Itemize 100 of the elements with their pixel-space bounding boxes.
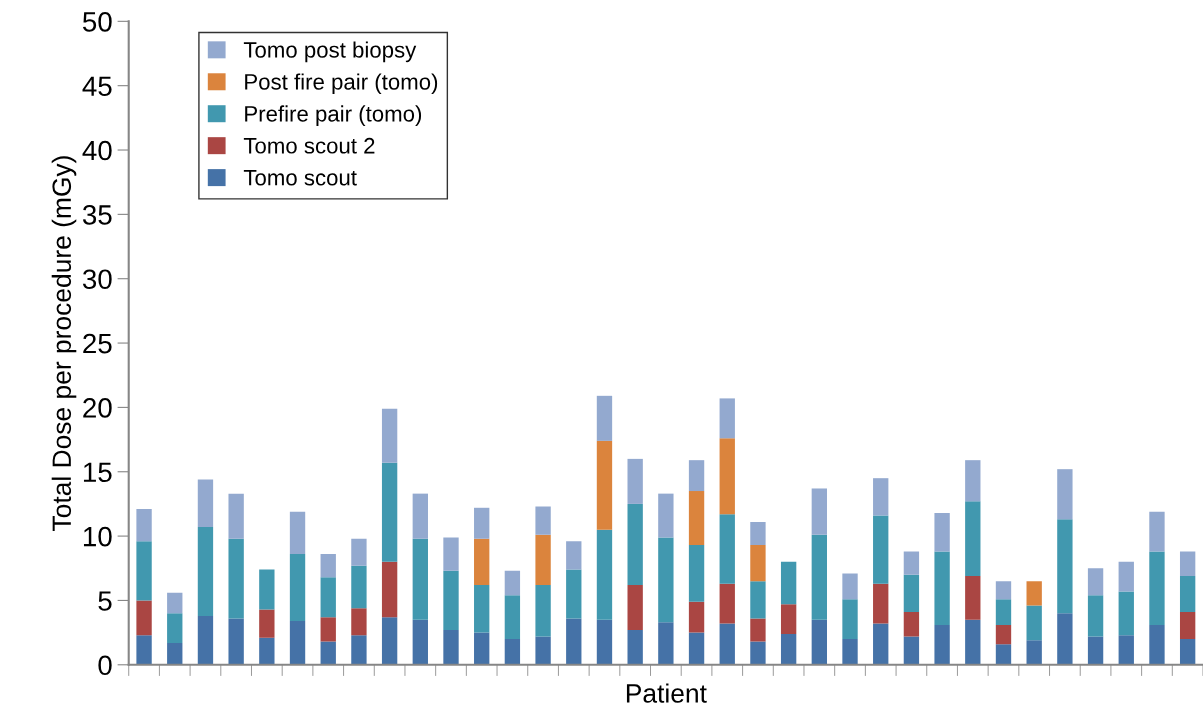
y-tick-label: 20 — [83, 398, 112, 418]
y-tick-label: 15 — [83, 462, 112, 483]
bar — [535, 636, 551, 665]
bar — [1149, 511, 1165, 552]
bar — [811, 534, 827, 620]
bar — [1149, 624, 1165, 665]
legend-label: Tomo post biopsy — [243, 41, 417, 63]
y-axis-title: Total Dose per procedure (mGy) — [51, 156, 77, 531]
bar — [381, 408, 398, 463]
bar — [903, 612, 920, 637]
bar — [351, 565, 367, 609]
bar — [1087, 636, 1104, 665]
y-tick-label: 35 — [82, 205, 112, 225]
bar — [167, 642, 183, 665]
bar — [842, 639, 858, 665]
bar — [688, 491, 705, 546]
bar — [965, 460, 981, 502]
bar — [688, 632, 705, 665]
bar — [504, 570, 521, 596]
bar — [443, 537, 459, 571]
bar — [167, 613, 183, 643]
bar — [995, 599, 1012, 625]
bar — [750, 618, 766, 642]
bar — [1057, 613, 1073, 665]
bar — [1026, 605, 1042, 641]
bar — [197, 479, 214, 528]
bar — [934, 512, 950, 552]
bar — [995, 581, 1012, 600]
legend-label: Prefire pair (tomo) — [245, 105, 422, 127]
bar — [289, 621, 306, 665]
bar — [658, 622, 674, 665]
bar — [596, 529, 613, 620]
bar — [719, 438, 735, 515]
bar — [1087, 595, 1104, 637]
bar — [1179, 612, 1196, 640]
bar — [320, 554, 336, 578]
bar — [412, 619, 428, 665]
bar — [474, 507, 490, 539]
bar — [873, 623, 889, 665]
y-tick-label: 45 — [82, 76, 112, 97]
bar — [1179, 575, 1196, 613]
bar — [228, 538, 244, 619]
bar — [197, 615, 214, 665]
bar — [136, 509, 152, 542]
bar — [351, 635, 367, 665]
bar — [535, 585, 551, 637]
bar — [750, 581, 766, 619]
bar — [566, 541, 582, 570]
bar — [320, 617, 336, 642]
bar — [167, 592, 183, 614]
legend-label: Post fire pair (tomo) — [245, 73, 438, 95]
bar — [1087, 568, 1104, 596]
bar — [627, 585, 643, 631]
bar — [658, 493, 674, 538]
bar — [627, 503, 643, 585]
bar — [228, 493, 244, 539]
bar — [474, 538, 490, 585]
y-tick-label: 30 — [82, 269, 112, 290]
bar — [780, 633, 797, 665]
bar — [719, 583, 735, 624]
bar — [627, 630, 643, 665]
bar — [995, 644, 1012, 665]
bar — [719, 514, 735, 584]
bar — [965, 575, 981, 620]
bar — [228, 618, 244, 665]
bar — [351, 538, 367, 566]
bar — [320, 577, 336, 618]
bar — [903, 551, 920, 575]
bar — [596, 395, 613, 441]
y-tick-label: 50 — [82, 12, 112, 32]
bar — [811, 488, 827, 535]
bar — [719, 398, 735, 439]
bar — [873, 478, 889, 516]
bar — [873, 583, 889, 624]
bar — [1057, 519, 1073, 614]
bar — [1118, 561, 1134, 592]
bar — [289, 554, 306, 622]
bar — [474, 632, 490, 665]
bar — [1179, 639, 1196, 665]
bar — [136, 635, 152, 665]
bar — [719, 623, 735, 665]
bar — [995, 624, 1012, 645]
bar — [566, 618, 582, 665]
bar — [903, 636, 920, 665]
y-tick-label: 5 — [98, 591, 112, 611]
bar — [381, 462, 398, 562]
bar — [259, 609, 275, 638]
y-tick-label: 10 — [83, 526, 112, 547]
bar — [596, 440, 613, 530]
bar — [136, 541, 152, 601]
bar — [136, 600, 152, 636]
x-axis-title: Patient — [626, 683, 707, 703]
bar — [934, 551, 950, 625]
bar — [443, 630, 459, 665]
bar — [381, 617, 398, 665]
bar — [596, 619, 613, 665]
legend-label: Tomo scout 2 — [243, 137, 375, 154]
bar — [627, 458, 643, 504]
bar — [351, 608, 367, 636]
bar — [842, 573, 858, 600]
